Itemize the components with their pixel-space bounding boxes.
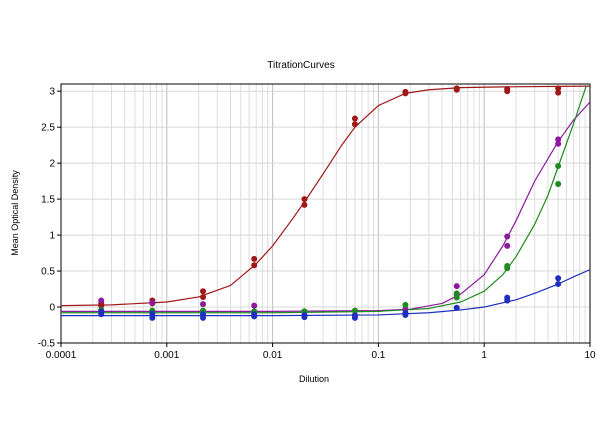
series-1-point — [351, 121, 358, 128]
series-2-point — [555, 140, 562, 147]
series-1-point — [504, 86, 511, 93]
series-2-point — [98, 297, 105, 304]
series-2-curve — [61, 101, 590, 312]
curves-layer — [61, 85, 590, 317]
series-2-point — [251, 302, 258, 309]
series-1-point — [555, 89, 562, 96]
series-1-point — [351, 115, 358, 122]
x-tick-label: 0.001 — [154, 350, 179, 361]
y-axis-label: Mean Optical Density — [10, 170, 20, 256]
series-4-point — [149, 314, 156, 321]
series-1-point — [251, 255, 258, 262]
series-1-point — [301, 201, 308, 208]
grid-layer — [60, 84, 590, 344]
chart-title: TitrationCurves — [267, 60, 334, 71]
series-1-point — [200, 293, 207, 300]
series-3-point — [555, 163, 562, 170]
series-4-point — [504, 294, 511, 301]
series-2-point — [555, 136, 562, 143]
y-tick-label: 1 — [49, 231, 55, 242]
x-tick-label: 0.1 — [371, 350, 385, 361]
series-3-point — [555, 181, 562, 188]
series-4-point — [402, 311, 409, 318]
series-1-point — [200, 288, 207, 295]
series-1-point — [301, 196, 308, 203]
series-2-point — [504, 242, 511, 249]
series-3-point — [453, 290, 460, 297]
tick-layer: 0.0001 0.001 0.01 0.1 1 10 -0.5 0 0.5 1 1.5 2 2.5 3 — [38, 87, 596, 361]
series-1-curve — [61, 85, 590, 307]
series-4-point — [149, 310, 156, 317]
y-tick-label: 0 — [49, 303, 55, 314]
plot-frame — [60, 83, 591, 344]
series-2-point — [453, 283, 460, 290]
series-3-point — [504, 263, 511, 270]
series-4-point — [200, 314, 207, 321]
series-2-point — [504, 233, 511, 240]
y-tick-label: 1.5 — [41, 195, 55, 206]
series-4-point — [98, 311, 105, 318]
x-tick-label: 1 — [481, 350, 487, 361]
series-1-point — [251, 262, 258, 269]
series-1-point — [453, 85, 460, 92]
y-tick-label: 0.5 — [41, 267, 55, 278]
series-2-point — [200, 301, 207, 308]
series-1-point — [555, 85, 562, 92]
series-4-curve — [61, 269, 590, 317]
series-2-point — [149, 299, 156, 306]
series-4-point — [301, 314, 308, 321]
y-tick-label: 2 — [49, 159, 55, 170]
x-tick-label: 0.0001 — [46, 350, 77, 361]
series-4-point — [251, 313, 258, 320]
y-tick-label: 3 — [49, 87, 55, 98]
series-4-point — [453, 304, 460, 311]
series-3-point — [351, 307, 358, 314]
x-tick-label: 10 — [584, 350, 596, 361]
points-layer — [98, 85, 562, 321]
series-3-point — [453, 294, 460, 301]
y-tick-label: -0.5 — [38, 339, 56, 350]
series-4-point — [555, 281, 562, 288]
x-tick-label: 0.01 — [263, 350, 283, 361]
series-4-point — [351, 314, 358, 321]
series-1-point — [402, 88, 409, 95]
y-tick-label: 2.5 — [41, 123, 55, 134]
x-axis-label: Dilution — [299, 374, 329, 384]
series-3-point — [402, 301, 409, 308]
series-4-point — [555, 275, 562, 282]
